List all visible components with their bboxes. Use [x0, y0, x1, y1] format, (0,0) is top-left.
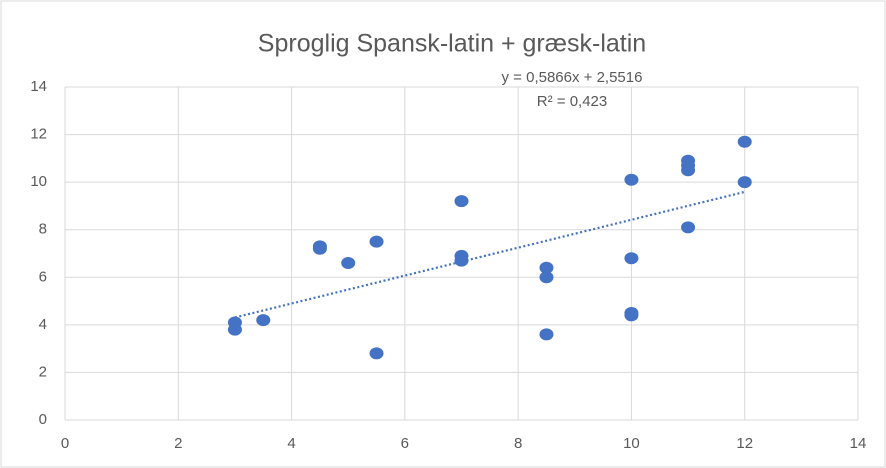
x-tick-label: 14: [850, 435, 867, 452]
x-tick-label: 0: [61, 435, 69, 452]
point: [539, 271, 554, 284]
point: [341, 257, 356, 270]
point: [312, 242, 327, 255]
x-tick-label: 12: [736, 435, 753, 452]
point: [369, 235, 384, 248]
trendline-r2: R² = 0,423: [537, 93, 607, 110]
point: [369, 347, 384, 360]
x-tick-label: 2: [174, 435, 182, 452]
point: [256, 314, 271, 327]
point: [624, 173, 639, 186]
y-tick-label: 6: [39, 268, 47, 285]
x-tick-label: 8: [514, 435, 522, 452]
y-tick-label: 10: [30, 173, 47, 190]
point: [454, 254, 469, 267]
chart-title: Sproglig Spansk-latin + græsk-latin: [258, 30, 646, 58]
point: [624, 252, 639, 265]
y-tick-label: 2: [39, 363, 47, 380]
point: [737, 135, 752, 148]
trendline: [234, 190, 745, 319]
y-tick-label: 0: [39, 411, 47, 428]
point: [539, 328, 554, 341]
y-tick-label: 4: [39, 316, 47, 333]
point: [624, 309, 639, 322]
y-tick-label: 14: [30, 78, 47, 95]
point: [539, 261, 554, 274]
y-tick-label: 8: [39, 221, 47, 238]
point: [737, 176, 752, 189]
x-tick-label: 10: [623, 435, 640, 452]
y-tick-label: 12: [30, 126, 47, 143]
x-tick-label: 4: [287, 435, 295, 452]
point: [227, 323, 242, 336]
point: [454, 195, 469, 208]
point: [681, 221, 696, 234]
point: [681, 164, 696, 177]
x-tick-label: 6: [401, 435, 409, 452]
trendline-equation: y = 0,5866x + 2,5516: [502, 69, 643, 86]
